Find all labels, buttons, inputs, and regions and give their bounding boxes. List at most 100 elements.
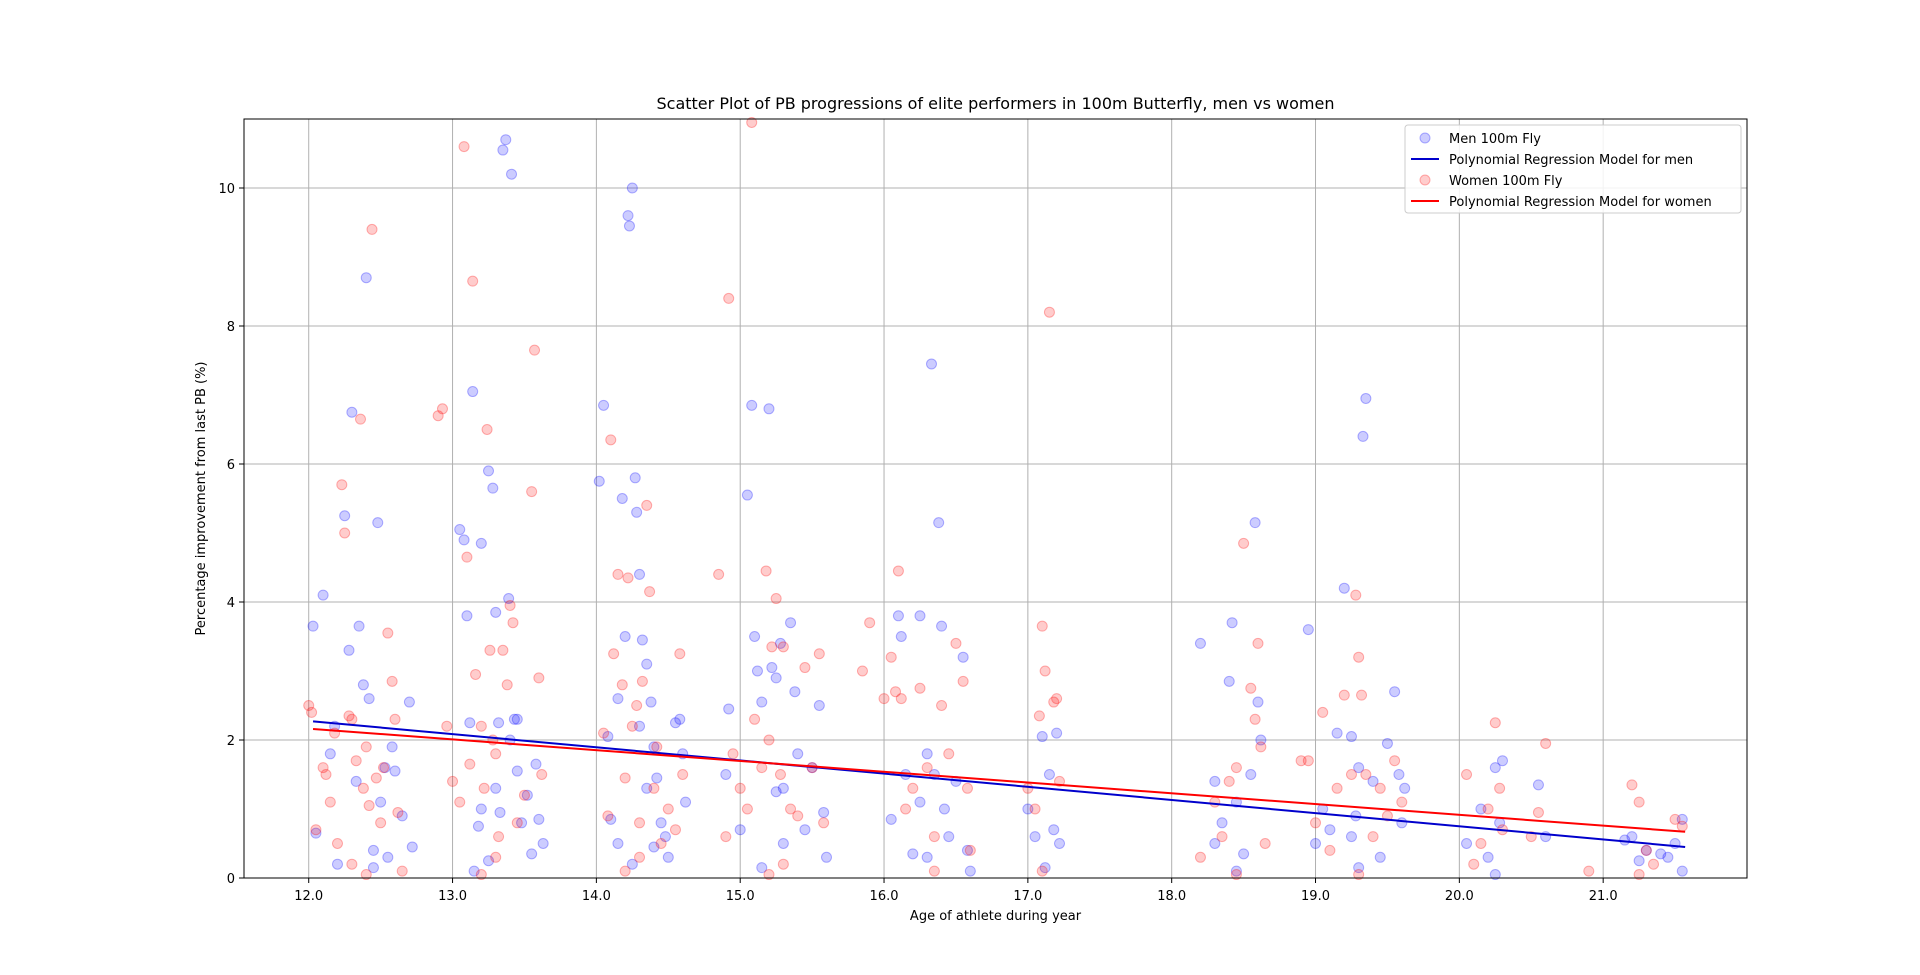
men-data-point <box>921 748 933 760</box>
women-data-point <box>777 641 789 653</box>
men-data-point <box>957 651 969 663</box>
women-data-point <box>1039 665 1051 677</box>
men-data-point <box>774 637 786 649</box>
women-data-point <box>1345 769 1357 780</box>
men-data-point <box>367 844 379 856</box>
chart-title: Scatter Plot of PB progressions of elite… <box>657 94 1335 113</box>
men-data-point <box>1633 855 1645 867</box>
men-data-point <box>749 631 761 642</box>
men-data-point <box>598 399 610 411</box>
men-data-point <box>634 720 646 732</box>
women-data-point <box>799 662 811 674</box>
men-data-point <box>503 593 515 605</box>
women-data-point <box>507 617 519 629</box>
women-data-point <box>467 275 479 287</box>
men-regression-line <box>312 720 1686 848</box>
men-data-point <box>490 606 502 618</box>
women-data-point <box>461 551 473 563</box>
men-data-point <box>641 658 653 670</box>
men-data-point <box>1238 848 1250 860</box>
women-data-point <box>619 865 631 877</box>
men-data-point <box>1324 824 1336 836</box>
women-data-point <box>1389 755 1401 767</box>
women-data-point <box>907 782 919 794</box>
men-data-point <box>777 838 789 849</box>
x-tick-label: 13.0 <box>438 889 467 904</box>
women-data-point <box>749 713 761 725</box>
men-data-point <box>1353 762 1365 774</box>
men-data-point <box>641 782 653 794</box>
women-data-point <box>1374 782 1386 794</box>
men-data-point <box>1655 848 1667 860</box>
x-axis-label: Age of athlete during year <box>910 909 1082 924</box>
men-data-point <box>317 589 329 601</box>
men-data-point <box>1338 582 1350 594</box>
women-data-point <box>756 762 768 774</box>
women-data-point <box>634 817 646 829</box>
women-data-point <box>792 810 804 822</box>
men-data-point <box>622 210 634 222</box>
men-data-point <box>464 717 476 729</box>
women-data-point <box>1353 869 1365 881</box>
men-data-point <box>1367 775 1379 787</box>
women-data-point <box>346 713 358 725</box>
men-data-point <box>511 713 523 725</box>
men-data-point <box>921 851 933 863</box>
women-data-point <box>1381 810 1393 822</box>
y-tick-label: 6 <box>227 458 235 473</box>
women-data-point <box>497 644 509 656</box>
women-data-point <box>622 572 634 584</box>
women-data-point <box>608 648 620 660</box>
men-data-point <box>389 765 401 777</box>
men-data-point <box>648 841 660 853</box>
women-data-point <box>396 865 408 877</box>
men-data-point <box>756 862 768 874</box>
men-data-point <box>331 858 343 870</box>
women-data-point <box>1331 782 1343 794</box>
men-data-point <box>651 772 663 784</box>
men-data-point <box>895 631 907 642</box>
men-data-point <box>521 789 533 801</box>
women-data-point <box>763 869 775 881</box>
men-data-point <box>483 855 495 867</box>
men-data-point <box>1022 803 1034 815</box>
women-data-point <box>864 617 876 629</box>
men-data-point <box>310 827 322 839</box>
men-data-point <box>403 696 415 708</box>
women-data-point <box>598 727 610 739</box>
women-data-point <box>1676 820 1688 832</box>
women-data-point <box>1194 851 1206 863</box>
men-data-point <box>669 717 681 729</box>
men-data-point <box>1396 817 1408 829</box>
men-data-point <box>458 534 470 546</box>
women-data-point <box>533 672 545 684</box>
women-data-point <box>605 434 617 446</box>
men-data-point <box>307 620 319 632</box>
men-data-point <box>493 717 505 729</box>
women-data-point <box>616 679 628 691</box>
women-data-point <box>1252 637 1264 649</box>
women-data-point <box>317 762 329 774</box>
women-data-point <box>1048 696 1060 708</box>
men-data-point <box>508 713 520 725</box>
women-data-point <box>674 648 686 660</box>
men-data-point <box>770 672 782 684</box>
men-data-point <box>454 524 466 536</box>
women-data-point <box>389 713 401 725</box>
women-data-point <box>1209 796 1221 808</box>
women-data-point <box>763 734 775 746</box>
women-data-point <box>303 700 315 711</box>
men-data-point <box>892 610 904 622</box>
women-data-point <box>454 796 466 808</box>
women-data-point <box>370 772 382 784</box>
legend-label: Women 100m Fly <box>1449 174 1563 189</box>
men-data-point <box>339 510 351 522</box>
men-data-point <box>363 693 375 705</box>
men-data-point <box>766 662 778 674</box>
men-data-point <box>662 851 674 863</box>
x-tick-label: 14.0 <box>582 889 611 904</box>
men-data-point <box>1245 769 1257 780</box>
men-data-point <box>324 748 336 760</box>
men-data-point <box>406 841 418 853</box>
women-data-point <box>1396 796 1408 808</box>
